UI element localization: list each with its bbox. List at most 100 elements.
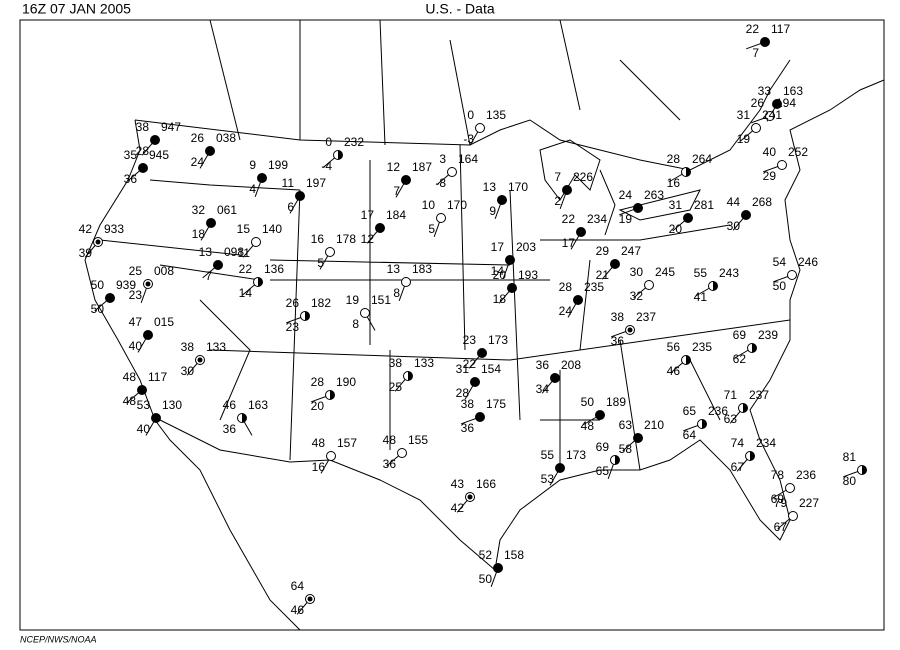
station-circle (105, 293, 115, 303)
cloud-ring (627, 327, 633, 333)
dewpoint: 2 (554, 194, 561, 208)
station: 12 187 7 (387, 160, 433, 198)
temperature: 55 (541, 448, 555, 462)
station-circle (507, 283, 517, 293)
station: 0 135 -3 (463, 108, 506, 146)
pressure: 199 (268, 158, 288, 172)
temperature: 20 (493, 268, 507, 282)
dewpoint: 67 (731, 460, 745, 474)
dewpoint: 6 (287, 200, 294, 214)
dewpoint: 12 (361, 232, 375, 246)
temperature: 7 (554, 170, 561, 184)
dewpoint: 64 (683, 428, 697, 442)
station-circle (633, 433, 643, 443)
cloud-cover (686, 355, 691, 365)
pressure: 226 (573, 170, 593, 184)
cloud-cover (338, 150, 343, 160)
cloud-cover (615, 455, 620, 465)
dewpoint: 25 (389, 380, 403, 394)
station: 69 239 62 (733, 328, 779, 366)
temperature: 13 (199, 245, 213, 259)
station: 31 281 20 (669, 198, 715, 236)
dewpoint: 19 (619, 212, 633, 226)
station: 0 232 -4 (321, 135, 364, 173)
dewpoint: 63 (724, 412, 738, 426)
station: 24 263 19 (619, 188, 665, 226)
pressure: 038 (216, 131, 236, 145)
pressure: 234 (587, 212, 607, 226)
station-circle (326, 451, 336, 461)
pressure: 136 (264, 262, 284, 276)
temperature: 30 (630, 265, 644, 279)
station: 26 194 (751, 96, 796, 124)
dewpoint: 28 (456, 386, 470, 400)
station-circle (475, 412, 485, 422)
temperature: 29 (596, 244, 610, 258)
dewpoint: 69 (771, 492, 785, 506)
station: 63 210 58 (619, 418, 665, 456)
station: 11 197 6 (282, 176, 327, 214)
station: 47 015 40 (129, 315, 175, 353)
pressure: 154 (481, 362, 501, 376)
station: 71 237 63 (724, 388, 770, 426)
station-circle (683, 213, 693, 223)
station: 52 158 50 (479, 548, 524, 587)
temperature: 38 (181, 340, 195, 354)
temperature: 31 (737, 108, 751, 122)
pressure: 194 (776, 96, 796, 110)
station-circle (401, 277, 411, 287)
station-circle (787, 270, 797, 280)
pressure: 189 (606, 395, 626, 409)
temperature: 26 (751, 96, 765, 110)
dewpoint: 34 (536, 382, 550, 396)
station: 9 199 4 (249, 158, 288, 197)
station-circle (251, 237, 261, 247)
temperature: 22 (239, 262, 253, 276)
cloud-ring (307, 596, 313, 602)
pressure: 247 (621, 244, 641, 258)
dewpoint: 50 (773, 279, 787, 293)
pressure: 939 (116, 278, 136, 292)
dewpoint: 20 (669, 222, 683, 236)
temperature: 38 (611, 310, 625, 324)
temperature: 28 (559, 280, 573, 294)
pressure: 243 (719, 266, 739, 280)
dewpoint: 46 (667, 364, 681, 378)
pressure: 173 (566, 448, 586, 462)
dewpoint: 46 (291, 603, 305, 617)
dewpoint: 36 (611, 334, 625, 348)
station-circle (497, 195, 507, 205)
dewpoint: 11 (238, 246, 251, 260)
station: 78 236 69 (771, 468, 817, 506)
station: 13 098 7 (199, 245, 245, 283)
dewpoint: 18 (493, 292, 507, 306)
pressure: 173 (488, 333, 508, 347)
cloud-cover (752, 343, 757, 353)
dewpoint: 7 (752, 46, 759, 60)
pressure: 193 (518, 268, 538, 282)
dewpoint: 23 (129, 288, 143, 302)
station-circle (375, 223, 385, 233)
station: 36 208 34 (536, 358, 582, 396)
temperature: 22 (746, 22, 760, 36)
station-circle (213, 260, 223, 270)
station: 42 933 39 (79, 222, 125, 260)
pressure: 175 (486, 397, 506, 411)
dewpoint: 14 (491, 264, 505, 278)
station: 56 235 46 (667, 340, 713, 378)
station-circle (772, 99, 782, 109)
station: 17 184 12 (361, 208, 407, 246)
station: 44 268 30 (727, 195, 773, 233)
temperature: 50 (91, 278, 105, 292)
cloud-cover (702, 419, 707, 429)
cloud-cover (242, 413, 247, 423)
temperature: 38 (461, 397, 475, 411)
station: 55 243 41 (694, 266, 740, 304)
pressure: 133 (414, 356, 434, 370)
temperature: 69 (733, 328, 747, 342)
dewpoint: 9 (489, 204, 496, 218)
pressure: 163 (783, 84, 803, 98)
station: 35 945 36 (124, 148, 170, 186)
pressure: 208 (561, 358, 581, 372)
cloud-ring (467, 494, 473, 500)
